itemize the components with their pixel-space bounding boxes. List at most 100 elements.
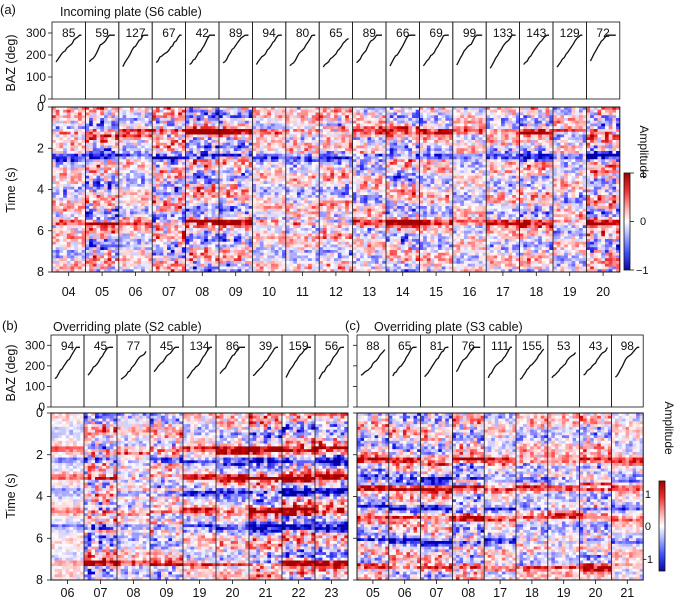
station-label-21: 21 xyxy=(259,586,273,600)
station-label-20: 20 xyxy=(589,586,603,600)
count-label-14: 66 xyxy=(396,26,410,40)
count-label-07: 81 xyxy=(430,339,444,353)
count-label-06: 65 xyxy=(398,339,412,353)
station-label-23: 23 xyxy=(325,586,339,600)
rf-image-18 xyxy=(516,413,548,580)
colorbar-c-tick-label-zero: 0 xyxy=(645,521,651,533)
station-label-18: 18 xyxy=(529,285,543,299)
station-label-08: 08 xyxy=(461,586,475,600)
rf-image-20 xyxy=(216,413,249,580)
baz-curve-12 xyxy=(323,39,348,67)
count-label-06: 94 xyxy=(61,339,75,353)
station-label-19: 19 xyxy=(563,285,577,299)
station-label-19: 19 xyxy=(193,586,207,600)
station-label-04: 04 xyxy=(62,285,76,299)
time-tick-label: 8 xyxy=(37,265,44,279)
station-label-22: 22 xyxy=(292,586,306,600)
count-label-20: 72 xyxy=(596,26,610,40)
time-tick-label: 4 xyxy=(37,183,44,197)
colorbar-a-tick-label-zero: 0 xyxy=(640,216,646,228)
count-label-18: 143 xyxy=(526,26,546,40)
rf-image-11 xyxy=(286,107,320,272)
rf-image-19 xyxy=(548,413,580,580)
rf-image-06 xyxy=(389,413,421,580)
station-label-17: 17 xyxy=(493,586,507,600)
rf-image-05 xyxy=(85,107,119,272)
count-label-21: 98 xyxy=(621,339,635,353)
station-label-05: 05 xyxy=(95,285,109,299)
baz-curve-08 xyxy=(121,351,146,379)
rf-image-16 xyxy=(453,107,487,272)
panel-c-colorbar xyxy=(659,481,665,571)
count-label-04: 85 xyxy=(62,26,76,40)
rf-image-17 xyxy=(484,413,516,580)
count-label-10: 94 xyxy=(262,26,276,40)
station-label-20: 20 xyxy=(596,285,610,299)
rf-image-05 xyxy=(357,413,389,580)
panels: 8504590512706670742088909941080116512891… xyxy=(25,22,644,600)
station-label-21: 21 xyxy=(620,586,634,600)
rf-image-14 xyxy=(386,107,420,272)
rf-image-20 xyxy=(580,413,612,580)
station-label-09: 09 xyxy=(160,586,174,600)
station-label-15: 15 xyxy=(429,285,443,299)
time-tick-label: 2 xyxy=(36,448,43,462)
count-label-11: 80 xyxy=(296,26,310,40)
count-label-22: 159 xyxy=(288,339,308,353)
rf-image-19 xyxy=(183,413,216,580)
baz-curve-17 xyxy=(490,35,515,68)
panel-b-title: Overriding plate (S2 cable) xyxy=(53,320,202,334)
panel-1-plot: 8504590512706670742088909941080116512891… xyxy=(26,22,620,299)
count-label-19: 134 xyxy=(189,339,209,353)
panel-b-letter: (b) xyxy=(2,318,18,333)
rf-image-07 xyxy=(84,413,117,580)
rf-image-15 xyxy=(419,107,453,272)
station-label-06: 06 xyxy=(398,586,412,600)
panel-b-time-ylabel: Time (s) xyxy=(4,473,18,518)
count-label-15: 69 xyxy=(429,26,443,40)
panel-2-plot: 9406450777084509134198620392115922562302… xyxy=(25,335,348,600)
rf-image-08 xyxy=(117,413,150,580)
station-label-14: 14 xyxy=(396,285,410,299)
time-tick-label: 6 xyxy=(36,531,43,545)
rf-image-23 xyxy=(315,413,348,580)
baz-tick-label: 300 xyxy=(25,338,45,352)
rf-image-08 xyxy=(452,413,484,580)
count-label-19: 129 xyxy=(560,26,580,40)
count-label-05: 88 xyxy=(366,339,380,353)
rf-image-20 xyxy=(586,107,620,272)
baz-curve-19 xyxy=(552,353,576,378)
rf-image-09 xyxy=(150,413,183,580)
station-label-11: 11 xyxy=(296,285,309,299)
count-label-08: 77 xyxy=(127,339,141,353)
station-label-12: 12 xyxy=(329,285,343,299)
count-label-08: 42 xyxy=(196,26,210,40)
panel-a-colorbar xyxy=(624,173,630,270)
panel-a-letter: (a) xyxy=(0,2,16,17)
rf-image-06 xyxy=(119,107,153,272)
station-label-16: 16 xyxy=(463,285,477,299)
baz-tick-label: 0 xyxy=(38,400,45,414)
count-label-07: 67 xyxy=(162,26,176,40)
baz-tick-label: 0 xyxy=(39,92,46,106)
colorbar-c-tick-label-max: 1 xyxy=(645,489,651,501)
count-label-20: 43 xyxy=(589,339,603,353)
time-tick-label: 6 xyxy=(37,224,44,238)
count-label-18: 155 xyxy=(522,339,542,353)
panel-b-baz-ylabel: BAZ (deg) xyxy=(4,345,18,402)
count-label-12: 65 xyxy=(329,26,343,40)
rf-image-19 xyxy=(553,107,587,272)
rf-image-06 xyxy=(51,413,84,580)
station-label-06: 06 xyxy=(129,285,143,299)
station-label-10: 10 xyxy=(262,285,276,299)
rf-image-10 xyxy=(252,107,286,272)
count-label-06: 127 xyxy=(125,26,145,40)
panel-a-baz-ylabel: BAZ (deg) xyxy=(4,35,18,92)
count-label-08: 76 xyxy=(462,339,476,353)
rf-image-07 xyxy=(152,107,186,272)
rf-image-22 xyxy=(282,413,315,580)
rf-image-08 xyxy=(186,107,220,272)
baz-curve-18 xyxy=(520,349,544,379)
station-label-09: 09 xyxy=(229,285,243,299)
